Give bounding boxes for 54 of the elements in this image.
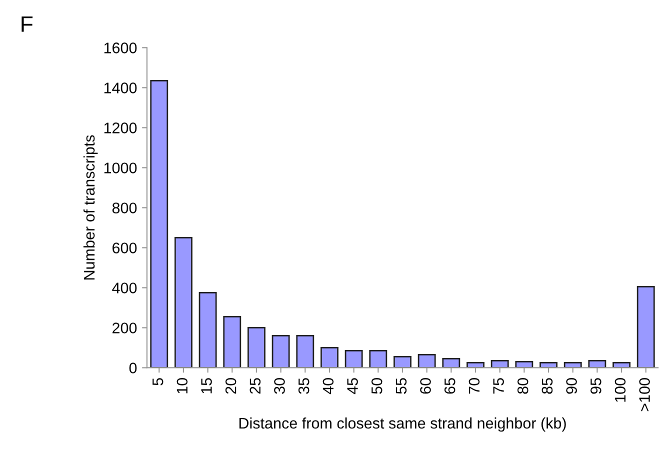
x-axis-title: Distance from closest same strand neighbor (kb)	[239, 417, 566, 432]
chart-title: F	[22, 16, 33, 32]
bar	[490, 360, 509, 368]
x-tick-label: 50	[371, 378, 382, 394]
x-tick-label: 95	[590, 378, 602, 394]
bar	[320, 347, 338, 368]
bar	[540, 362, 558, 368]
bar	[564, 362, 582, 368]
bar	[344, 350, 363, 368]
y-tick-label: 400	[112, 282, 137, 294]
y-tick-label: 1400	[104, 82, 137, 94]
x-tick-label: >100	[639, 378, 650, 412]
y-tick-label: 600	[112, 242, 137, 254]
bar	[248, 327, 266, 368]
x-tick-label: 10	[176, 378, 188, 394]
y-tick-label: 800	[112, 202, 137, 214]
x-tick-label: 80	[517, 378, 528, 394]
x-tick-label: 30	[274, 378, 285, 394]
bar	[636, 286, 655, 368]
bar	[515, 361, 534, 368]
bar	[369, 350, 388, 368]
x-tick-label: 70	[468, 378, 480, 394]
x-tick-label: 55	[396, 378, 407, 394]
bar	[223, 316, 242, 368]
y-axis-title: Number of transcripts	[83, 135, 98, 280]
x-tick-label: 90	[566, 378, 577, 394]
y-tick-label: 1200	[104, 122, 137, 134]
y-tick-label: 1000	[104, 162, 137, 174]
y-tick-label: 1600	[104, 42, 137, 54]
bar	[150, 80, 168, 368]
x-tick-label: 85	[542, 378, 553, 394]
x-tick-label: 5	[152, 378, 164, 386]
bar	[174, 237, 192, 368]
bar	[394, 356, 412, 368]
bar	[296, 335, 314, 368]
x-tick-label: 25	[250, 378, 261, 394]
x-tick-label: 75	[493, 378, 504, 394]
bar	[588, 360, 606, 368]
x-tick-label: 35	[298, 378, 310, 394]
x-tick-label: 15	[201, 378, 212, 394]
y-tick-label: 200	[112, 322, 137, 334]
bar	[272, 335, 290, 368]
x-tick-label: 65	[444, 378, 456, 394]
bar	[442, 358, 460, 368]
x-tick-label: 60	[420, 378, 431, 394]
bar	[612, 362, 630, 368]
x-tick-label: 45	[347, 378, 358, 394]
x-tick-label: 100	[614, 378, 626, 402]
y-tick-label: 0	[129, 362, 137, 374]
bar	[198, 292, 217, 368]
x-tick-label: 40	[322, 378, 334, 394]
bar	[418, 354, 436, 368]
x-tick-label: 20	[225, 378, 236, 394]
bar	[466, 362, 484, 368]
